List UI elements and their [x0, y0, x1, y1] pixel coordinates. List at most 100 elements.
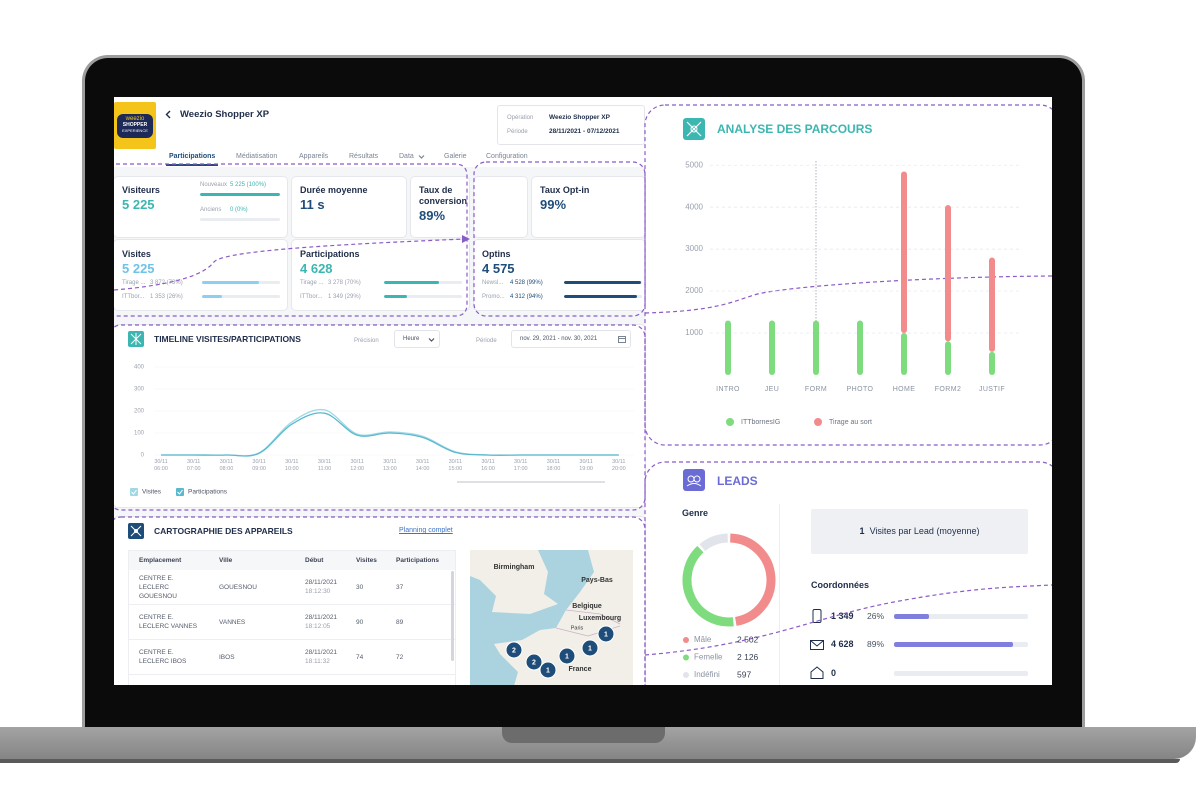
devices-table: Emplacement Ville Début Visites Particip…: [128, 550, 456, 685]
kpi-value: 4 575: [482, 261, 515, 276]
kpi-label: Visites: [122, 249, 151, 259]
kpi-card: Visiteurs 5 225 Nouveaux 5 225 (100%) An…: [114, 177, 287, 237]
cell: 37: [396, 583, 404, 591]
progress-track: [200, 193, 280, 196]
kpi-row-label: Newsl...: [482, 280, 504, 286]
logo-text: EXPERIENCE: [122, 128, 148, 133]
map-cluster-count: 1: [565, 653, 569, 660]
table-row[interactable]: CENTRE E. LECLERC IBOS IBOS 28/11/2021 18…: [129, 640, 455, 675]
shape: [618, 336, 626, 343]
operation-label: Opération: [507, 115, 534, 121]
map-place: Birmingham: [494, 564, 535, 571]
parcours-icon: [683, 118, 705, 140]
shape: [134, 529, 138, 533]
section-title: LEADS: [717, 474, 758, 488]
progress-bar: [564, 281, 642, 284]
coordonnees-label: Coordonnées: [811, 580, 870, 590]
kpi-label: Taux de conversion: [419, 185, 468, 206]
column-header: Visites: [356, 557, 377, 564]
progress-track: [564, 281, 642, 284]
column-header: Début: [305, 557, 324, 564]
progress-bar: [202, 281, 259, 284]
tab[interactable]: Participations: [169, 153, 216, 160]
cell-time: 18:12:05: [305, 623, 331, 630]
operation-title: Weezio Shopper XP: [180, 109, 270, 120]
period-label: Période: [476, 338, 497, 344]
table-row[interactable]: CENTRE E. LECLERC GOUESNOU GOUESNOU 28/1…: [129, 570, 455, 605]
kpi-value: 89%: [419, 208, 446, 223]
kpi-row-label: Anciens: [200, 207, 222, 213]
period-picker[interactable]: nov. 29, 2021 - nov. 30, 2021: [511, 330, 631, 348]
tab[interactable]: Médiatisation: [236, 153, 278, 160]
visits-per-lead: 1 Visites par Lead (moyenne): [811, 509, 1028, 554]
kpi-row-value: 4 528 (99%): [510, 280, 543, 286]
home-icon: [810, 666, 824, 679]
tab-chevron: [418, 155, 425, 159]
cell: GOUESNOU: [219, 583, 257, 591]
table-row[interactable]: CENTRE E. LECLERC VANNES VANNES 28/11/20…: [129, 605, 455, 640]
select-chevron: [428, 338, 435, 342]
map-place: Belgique: [572, 603, 602, 610]
kpi-card: Visites 5 225 Tirage ... 3 872 (73%) ITT…: [114, 240, 287, 310]
tab[interactable]: Résultats: [349, 153, 379, 160]
map-place: Luxembourg: [579, 615, 621, 622]
shape: [428, 338, 435, 342]
cell: 28/11/2021 18:12:30: [305, 578, 356, 596]
column-header: Ville: [219, 557, 233, 564]
tab[interactable]: Galerie: [444, 153, 467, 160]
cell: VANNES: [219, 618, 246, 626]
kpi-row-value: 4 312 (94%): [510, 294, 543, 300]
kpi-card: [474, 177, 527, 237]
column-header: Participations: [396, 557, 439, 564]
visits-per-lead-value: 1: [859, 526, 865, 536]
kpi-label: Durée moyenne: [300, 185, 368, 195]
progress-bar: [894, 642, 1014, 647]
kpi-row-value: 3 278 (70%): [328, 280, 361, 286]
kpi-value: 99%: [540, 197, 567, 212]
cell: 90: [356, 618, 364, 626]
tab-underline: [166, 164, 218, 166]
cell: CENTRE E. LECLERC GOUESNOU: [139, 574, 177, 600]
planning-link[interactable]: Planning complet: [399, 527, 453, 534]
map-cluster-count: 1: [604, 631, 608, 638]
period-value: 28/11/2021 - 07/12/2021: [549, 128, 620, 135]
cell: 30: [356, 583, 364, 591]
tab[interactable]: Appareils: [299, 153, 329, 160]
map-cluster-count: 1: [546, 667, 550, 674]
scrollbar[interactable]: [451, 571, 454, 661]
logo-text: SHOPPER: [122, 122, 148, 128]
leads-card: LEADS Genre 1 Visites par Lead (moyenne)…: [650, 462, 1050, 685]
kpi-label: Visiteurs: [122, 185, 160, 195]
timeline-icon: [128, 331, 144, 347]
cell-date: 28/11/2021: [305, 614, 338, 621]
phone-icon: [812, 609, 822, 623]
map-card: CARTOGRAPHIE DES APPAREILS Planning comp…: [114, 517, 645, 685]
precision-select[interactable]: Heure: [394, 330, 440, 348]
kpi-card: Participations 4 628 Tirage ... 3 278 (7…: [292, 240, 469, 310]
progress-track: [202, 295, 280, 298]
kpi-row-value: 3 872 (73%): [150, 280, 183, 286]
cell-date: 28/11/2021: [305, 579, 338, 586]
progress-bar: [384, 281, 439, 284]
map-cluster-count: 1: [588, 645, 592, 652]
cell: 74: [356, 653, 364, 661]
kpi-card: Taux de conversion 89%: [411, 177, 469, 237]
back-button[interactable]: [165, 110, 171, 119]
progress-track: [200, 218, 280, 221]
cell-time: 18:11:32: [305, 658, 330, 665]
shape: [810, 666, 824, 679]
calendar-icon: [618, 336, 626, 343]
tab[interactable]: Data: [399, 153, 414, 160]
leads-icon: [683, 469, 705, 491]
cell: CENTRE E. LECLERC IBOS: [139, 649, 187, 665]
progress-track: [202, 281, 280, 284]
cell-time: 18:12:30: [305, 588, 331, 595]
cell: 89: [396, 618, 404, 626]
map[interactable]: Birmingham Pays-Bas Belgique Luxembourg Pari…: [470, 550, 633, 685]
tab[interactable]: Configuration: [486, 153, 528, 160]
shape: [810, 640, 824, 647]
progress-track: [384, 281, 462, 284]
shape: [812, 609, 822, 623]
map-cluster-count: 2: [532, 659, 536, 666]
separator: [779, 504, 780, 685]
